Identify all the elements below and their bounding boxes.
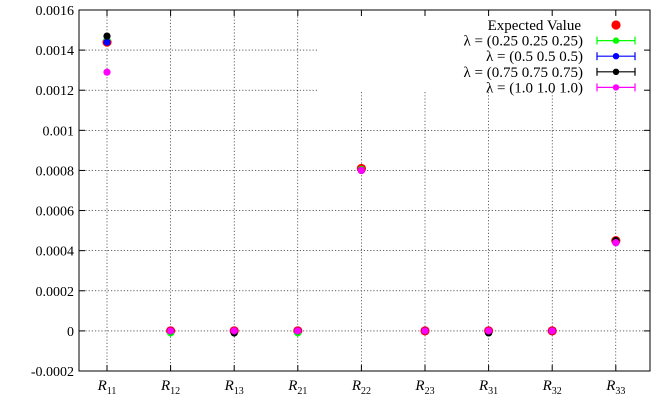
data-point [167,327,175,335]
legend-label: λ = (0.25 0.25 0.25) [464,34,583,50]
data-point [103,38,111,46]
y-axis: -0.0002 0 0.0002 0.0004 0.0006 0.0008 0.001 0.0… [31,4,650,380]
x-tick-label: R33 [605,378,625,397]
data-point [612,239,620,247]
data-point [103,68,111,76]
data-point [230,327,238,335]
legend-marker [612,68,620,76]
y-tick-label: 0.0008 [36,164,75,179]
y-tick-label: 0.0016 [36,4,75,19]
y-tick-label: 0.0012 [36,84,75,99]
x-tick-label: R22 [351,378,371,397]
plot-frame [78,9,651,372]
legend-marker [612,84,620,91]
legend-label: Expected Value [488,18,582,34]
x-tick-label: R12 [160,378,180,397]
data-point [548,327,556,335]
x-tick-label: R31 [478,378,498,397]
data-point [357,166,365,175]
data-points [102,32,621,337]
legend-label: λ = (0.75 0.75 0.75) [464,65,583,81]
y-tick-label: 0.0014 [36,44,75,59]
legend-marker [612,37,620,44]
data-point [294,327,302,335]
y-tick-label: 0.001 [43,124,75,139]
legend-marker [612,53,620,60]
x-tick-label: R11 [97,378,117,397]
legend-marker [611,20,621,30]
y-tick-label: 0.0002 [36,285,75,300]
x-tick-label: R32 [542,378,562,397]
x-axis: R11 R12 R13 R21 R22 R23 R31 R32 R33 [97,10,625,397]
x-tick-label: R21 [287,378,307,397]
x-tick-label: R23 [414,378,434,397]
y-tick-label: -0.0002 [31,365,74,380]
legend-label: λ = (1.0 1.0 1.0) [486,80,583,96]
y-tick-label: 0.0006 [36,205,75,220]
y-tick-label: 0.0004 [36,245,75,260]
legend-label: λ = (0.5 0.5 0.5) [486,49,583,65]
y-tick-label: 0 [67,325,74,340]
x-tick-label: R13 [224,378,244,397]
data-point [421,327,429,335]
data-point [103,32,111,40]
data-point [485,327,493,335]
